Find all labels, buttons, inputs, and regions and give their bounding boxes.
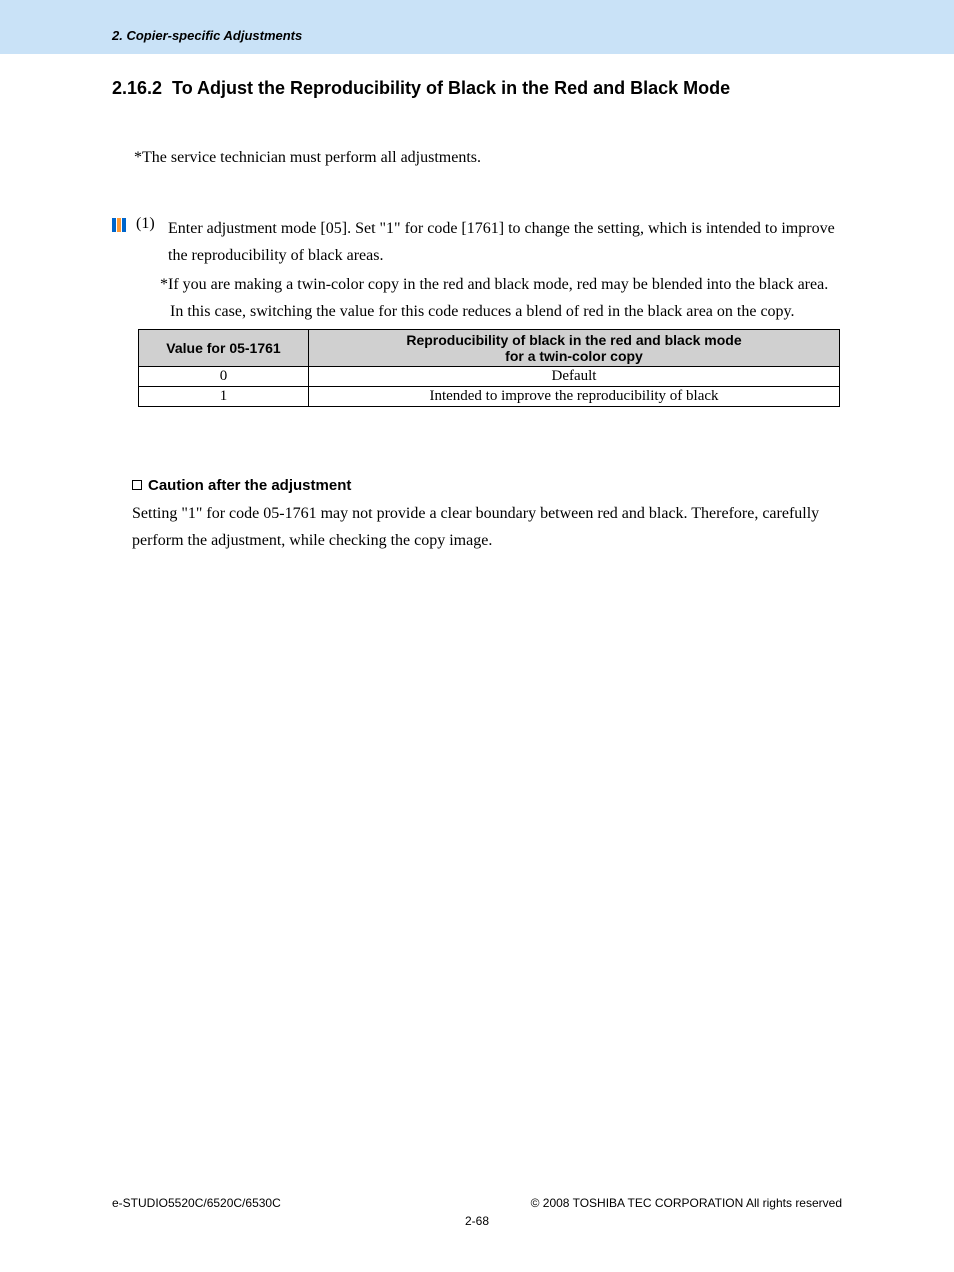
caution-body: Setting "1" for code 05-1761 may not pro… [132, 500, 842, 554]
table-col-header-value: Value for 05-1761 [139, 330, 309, 367]
table-cell-desc: Intended to improve the reproducibility … [309, 387, 840, 407]
table-cell-desc: Default [309, 367, 840, 387]
technician-note: *The service technician must perform all… [134, 149, 842, 167]
table-cell-value: 0 [139, 367, 309, 387]
section-title: 2.16.2 To Adjust the Reproducibility of … [112, 78, 842, 99]
page-footer: e-STUDIO5520C/6520C/6530C © 2008 TOSHIBA… [112, 1196, 842, 1210]
step-row: (1) Enter adjustment mode [05]. Set "1" … [112, 215, 842, 269]
step-number: (1) [136, 215, 160, 233]
step-text: Enter adjustment mode [05]. Set "1" for … [168, 215, 842, 269]
section-title-text: To Adjust the Reproducibility of Black i… [172, 78, 730, 99]
table-col-header-description: Reproducibility of black in the red and … [309, 330, 840, 367]
table-cell-value: 1 [139, 387, 309, 407]
caution-title-text: Caution after the adjustment [148, 477, 351, 494]
footer-copyright: © 2008 TOSHIBA TEC CORPORATION All right… [531, 1196, 842, 1210]
caution-title: Caution after the adjustment [132, 477, 842, 494]
header-band [0, 0, 954, 54]
step-subnote: *If you are making a twin-color copy in … [160, 271, 842, 325]
caution-block: Caution after the adjustment Setting "1"… [112, 477, 842, 554]
adjustment-icon [112, 218, 126, 232]
page-content: 2.16.2 To Adjust the Reproducibility of … [112, 78, 842, 554]
table-header-row: Value for 05-1761 Reproducibility of bla… [139, 330, 840, 367]
settings-table: Value for 05-1761 Reproducibility of bla… [138, 329, 840, 407]
footer-model: e-STUDIO5520C/6520C/6530C [112, 1196, 281, 1210]
table-row: 1 Intended to improve the reproducibilit… [139, 387, 840, 407]
section-number: 2.16.2 [112, 78, 162, 99]
square-bullet-icon [132, 480, 142, 490]
table-row: 0 Default [139, 367, 840, 387]
table-col2-header-line2: for a twin-color copy [505, 348, 643, 364]
page-number: 2-68 [0, 1214, 954, 1228]
chapter-breadcrumb: 2. Copier-specific Adjustments [112, 28, 302, 43]
table-col2-header-line1: Reproducibility of black in the red and … [406, 332, 741, 348]
